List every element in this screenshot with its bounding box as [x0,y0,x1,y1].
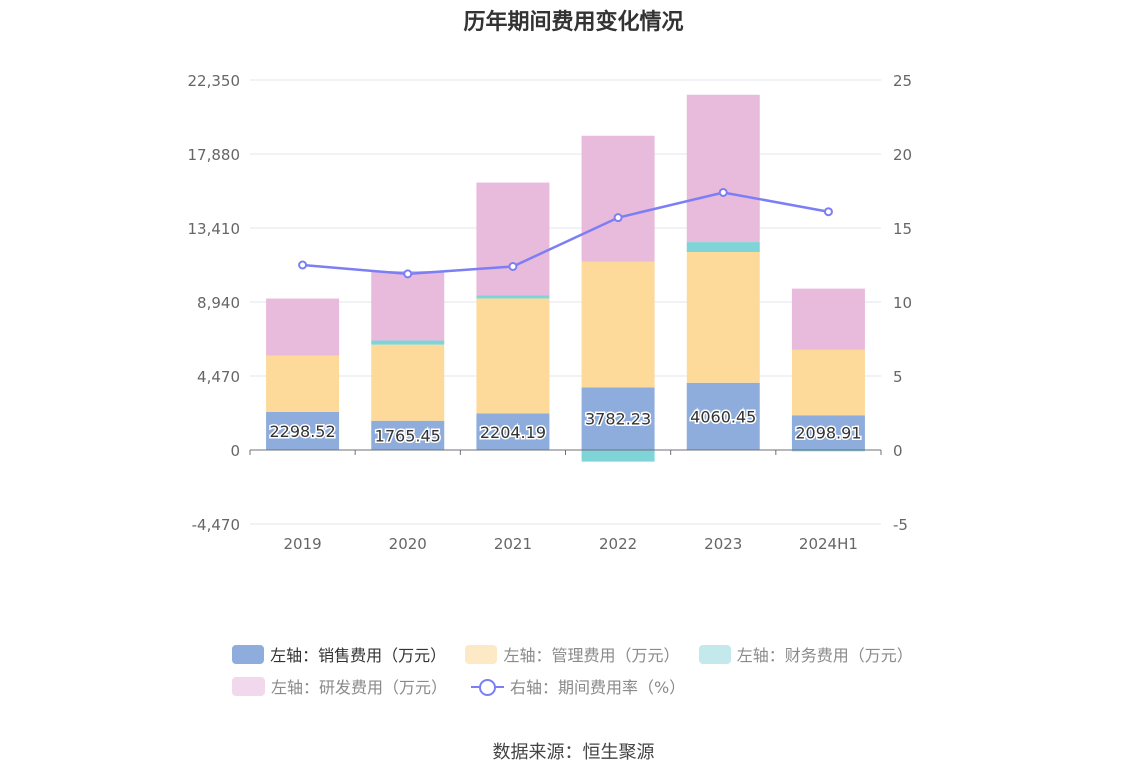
bar-segment-1 [371,420,445,450]
bar-segment-3 [371,340,445,345]
x-tick-label: 2022 [599,535,637,553]
chart-title: 历年期间费用变化情况 [463,10,684,35]
y-right-tick-label: 25 [893,72,912,90]
legend-item-admin[interactable]: 左轴：管理费用（万元） [465,642,680,666]
bar-data-label: 2298.52 [269,422,335,441]
expense-rate-point [718,187,728,197]
bar-segment-4 [476,182,550,296]
legend-label-finance: 左轴：财务费用（万元） [736,646,913,665]
expense-rate-point [613,213,623,223]
expense-rate-line [302,191,829,276]
bar-segment-4 [266,298,340,356]
bar-data-label: 4060.45 [690,407,756,426]
y-left-tick-label: 17,880 [188,146,241,164]
legend-item-finance[interactable]: 左轴：财务费用（万元） [698,642,913,666]
bar-segment-2 [791,349,865,416]
bar-segment-2 [686,251,760,383]
bar-segment-4 [686,94,760,243]
legend-item-sales[interactable]: 左轴：销售费用（万元） [232,642,447,666]
bar-segment-1 [686,382,760,450]
expense-rate-point [298,260,308,270]
legend-item-expense-rate[interactable]: 右轴：期间费用率（%） [471,674,685,698]
y-right-tick-label: -5 [893,516,908,534]
y-left-tick-label: 13,410 [188,220,241,238]
bar-data-label: 2098.91 [795,424,861,443]
y-right-tick-label: 15 [893,220,912,238]
bar-segment-1 [476,413,550,450]
legend-swatch-finance [698,644,731,664]
legend-label-rnd: 左轴：研发费用（万元） [271,678,448,697]
bar-data-label: 3782.23 [585,410,651,429]
bar-segment-3 [686,242,760,252]
chart-legend: 左轴：销售费用（万元） 左轴：管理费用（万元） 左轴：财务费用（万元） 左轴：研… [232,638,932,702]
legend-swatch-admin [465,644,498,664]
bar-segment-3 [791,450,865,452]
bar-segment-1 [791,415,865,450]
x-tick-label: 2021 [494,535,532,553]
bar-segment-2 [371,344,445,421]
expense-rate-point [403,269,413,279]
y-left-tick-label: -4,470 [192,516,240,534]
bar-segment-4 [581,135,655,262]
x-tick-label: 2024H1 [799,535,858,553]
bar-segment-4 [371,270,445,341]
x-tick-label: 2023 [704,535,742,553]
y-left-tick-label: 8,940 [197,294,240,312]
legend-label-sales: 左轴：销售费用（万元） [270,646,447,665]
x-tick-label: 2020 [389,535,427,553]
bar-segment-1 [266,411,340,450]
y-left-tick-label: 4,470 [197,368,240,386]
bar-data-label: 2204.19 [480,423,546,442]
expense-rate-point [508,261,518,271]
legend-swatch-sales [232,644,265,664]
bar-segment-1 [581,387,655,450]
legend-swatch-rnd [232,676,265,696]
bar-data-label: 1765.45 [375,426,441,445]
y-left-tick-label: 0 [230,442,240,460]
y-right-tick-label: 10 [893,294,912,312]
x-tick-label: 2019 [283,535,321,553]
bar-segment-2 [476,298,550,414]
legend-line-expense-rate [471,677,505,696]
expense-rate-point [823,207,833,217]
bar-segment-4 [791,288,865,350]
legend-item-rnd[interactable]: 左轴：研发费用（万元） [232,674,447,698]
y-right-tick-label: 5 [893,368,903,386]
legend-label-expense-rate: 右轴：期间费用率（%） [510,678,686,697]
data-source: 数据来源：恒生聚源 [492,742,655,763]
y-right-tick-label: 0 [893,442,903,460]
legend-label-admin: 左轴：管理费用（万元） [503,646,680,665]
bar-segment-3 [581,450,655,462]
bar-segment-2 [581,261,655,388]
y-left-tick-label: 22,350 [188,72,241,90]
y-right-tick-label: 20 [893,146,912,164]
bar-segment-3 [476,295,550,299]
bar-segment-2 [266,355,340,412]
